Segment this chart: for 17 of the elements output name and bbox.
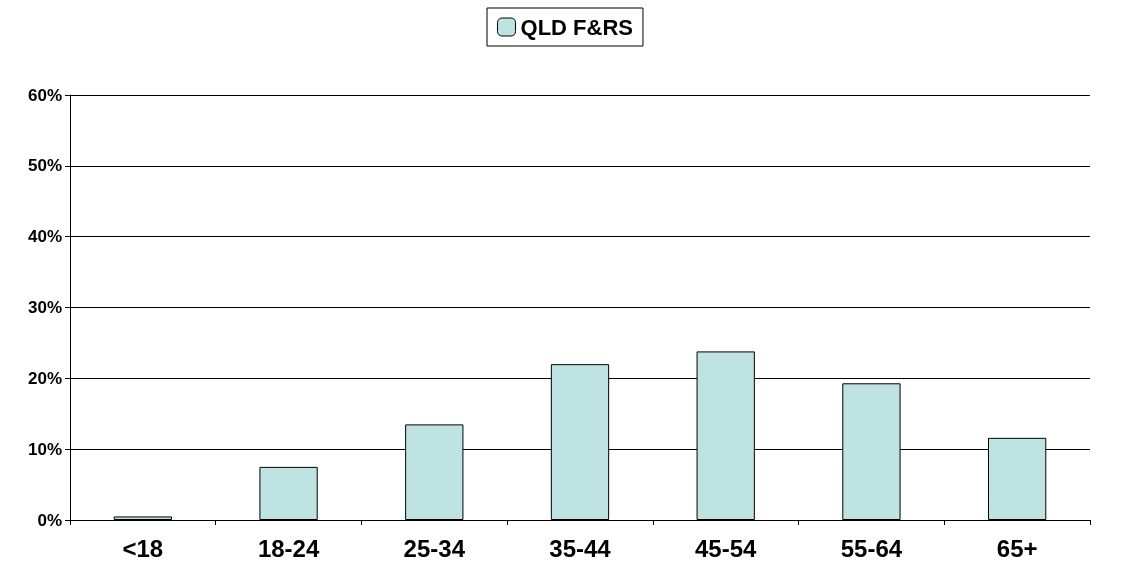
- x-tick-label: 35-44: [549, 534, 612, 562]
- y-tick-label: 0%: [37, 510, 62, 530]
- y-tick-label: 30%: [27, 298, 62, 317]
- legend-label: QLD F&RS: [520, 14, 633, 40]
- x-tick-label: <18: [122, 534, 164, 562]
- x-tick-label: 65+: [996, 534, 1038, 562]
- x-tick-label: 25-34: [403, 534, 466, 562]
- x-tick-label: 18-24: [257, 534, 320, 562]
- y-tick-label: 10%: [27, 439, 62, 459]
- bar: [113, 516, 172, 520]
- bar: [259, 466, 318, 520]
- y-tick-label: 50%: [27, 156, 62, 176]
- y-tick-label: 60%: [27, 85, 62, 105]
- y-tick-label: 40%: [27, 227, 62, 247]
- y-tick-label: 20%: [27, 368, 62, 388]
- x-tick-label: 45-54: [695, 534, 758, 562]
- x-tick-label: 55-64: [840, 534, 903, 562]
